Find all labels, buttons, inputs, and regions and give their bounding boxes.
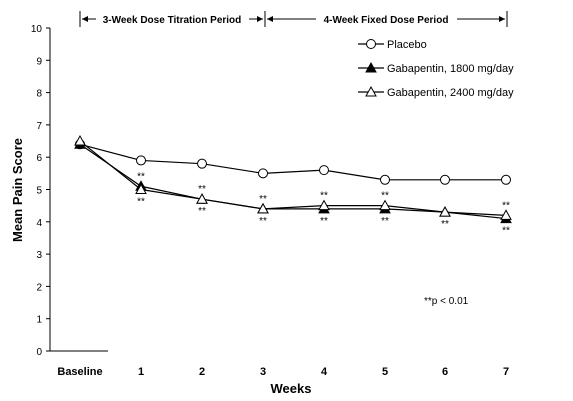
y-tick-label: 6 [36,153,42,164]
legend-label: Gabapentin, 1800 mg/day [387,63,514,75]
significance-marker: ** [198,206,206,217]
data-point [197,158,207,169]
series-layer [74,135,512,224]
significance-marker: ** [320,191,328,202]
period-annotations: 3-Week Dose Titration Period 4-Week Fixe… [79,11,508,27]
significance-markers: ** ** ** ** ** ** ** ** ** ** ** ** ** [137,171,510,236]
y-axis: 0 1 2 3 4 5 6 7 8 9 10 [31,24,51,358]
y-axis-title: Mean Pain Score [10,138,25,242]
x-tick-label: 2 [199,366,205,378]
significance-marker: ** [502,226,510,237]
fixed-arrowhead-left [267,16,273,22]
data-point [74,135,86,146]
significance-marker: ** [198,184,206,195]
x-tick-label: 3 [260,366,266,378]
fixed-arrowhead-right [499,16,505,22]
data-point [500,209,512,220]
data-point [440,174,450,185]
y-tick-label: 1 [36,315,42,326]
significance-marker: ** [137,171,145,182]
data-point [380,174,390,185]
y-tick-label: 2 [36,282,42,293]
significance-marker: ** [381,216,389,227]
series-line [79,143,506,181]
y-tick-label: 7 [36,121,42,132]
x-tick-label: Baseline [57,366,102,378]
legend-item: Placebo [358,39,427,51]
x-tick-label: 7 [503,366,509,378]
significance-marker: ** [320,216,328,227]
significance-marker: ** [381,191,389,202]
data-point [258,168,268,179]
titration-arrowhead-right [257,16,263,22]
y-tick-label: 9 [36,56,42,67]
legend-label: Placebo [387,39,427,51]
data-point [136,155,146,166]
significance-note: **p < 0.01 [424,296,469,307]
fixed-period-label: 4-Week Fixed Dose Period [324,15,449,26]
significance-marker: ** [441,219,449,230]
x-tick-label: 1 [138,366,144,378]
titration-arrowhead-left [82,16,88,22]
x-axis-title: Weeks [271,381,312,396]
y-tick-label: 0 [36,347,42,358]
series-line [79,140,507,216]
legend-item: Gabapentin, 1800 mg/day [358,61,514,75]
significance-marker: ** [259,216,267,227]
titration-period-label: 3-Week Dose Titration Period [103,15,242,26]
data-point [379,199,391,211]
series-3 [74,135,512,220]
legend-label: Gabapentin, 2400 mg/day [387,87,514,99]
data-point [439,206,451,217]
data-point [319,165,329,176]
y-tick-label: 8 [36,89,42,100]
significance-marker: ** [502,200,510,211]
data-point [135,183,147,194]
y-tick-label: 5 [36,186,42,197]
data-point [501,174,511,185]
y-tick-label: 4 [36,218,42,229]
legend-swatch-marker [365,85,377,97]
x-tick-label: 5 [382,366,388,378]
x-tick-label: 6 [442,366,448,378]
significance-marker: ** [137,197,145,208]
y-tick-label: 3 [36,250,42,261]
legend-swatch-marker [366,39,376,49]
data-point [257,202,269,214]
x-axis: Baseline 1 2 3 4 5 6 7 [50,350,509,378]
legend-item: Gabapentin, 2400 mg/day [358,85,514,99]
legend: Placebo Gabapentin, 1800 mg/day Gabapentin… [358,39,514,99]
x-tick-label: 4 [321,366,328,378]
data-point [318,199,330,211]
significance-marker: ** [259,194,267,205]
y-tick-label: 10 [31,24,43,35]
legend-swatch-marker [365,61,377,73]
data-point [196,193,208,204]
